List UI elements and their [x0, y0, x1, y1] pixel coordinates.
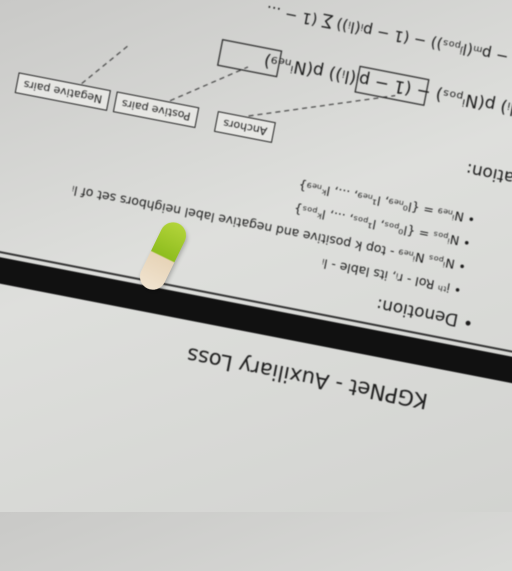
slide: KGPNet - Auxiliary Loss • Denotion: • iᵗ… — [0, 2, 512, 413]
connectors — [81, 38, 430, 117]
photo: KGPNet - Auxiliary Loss • Denotion: • iᵗ… — [0, 0, 512, 512]
